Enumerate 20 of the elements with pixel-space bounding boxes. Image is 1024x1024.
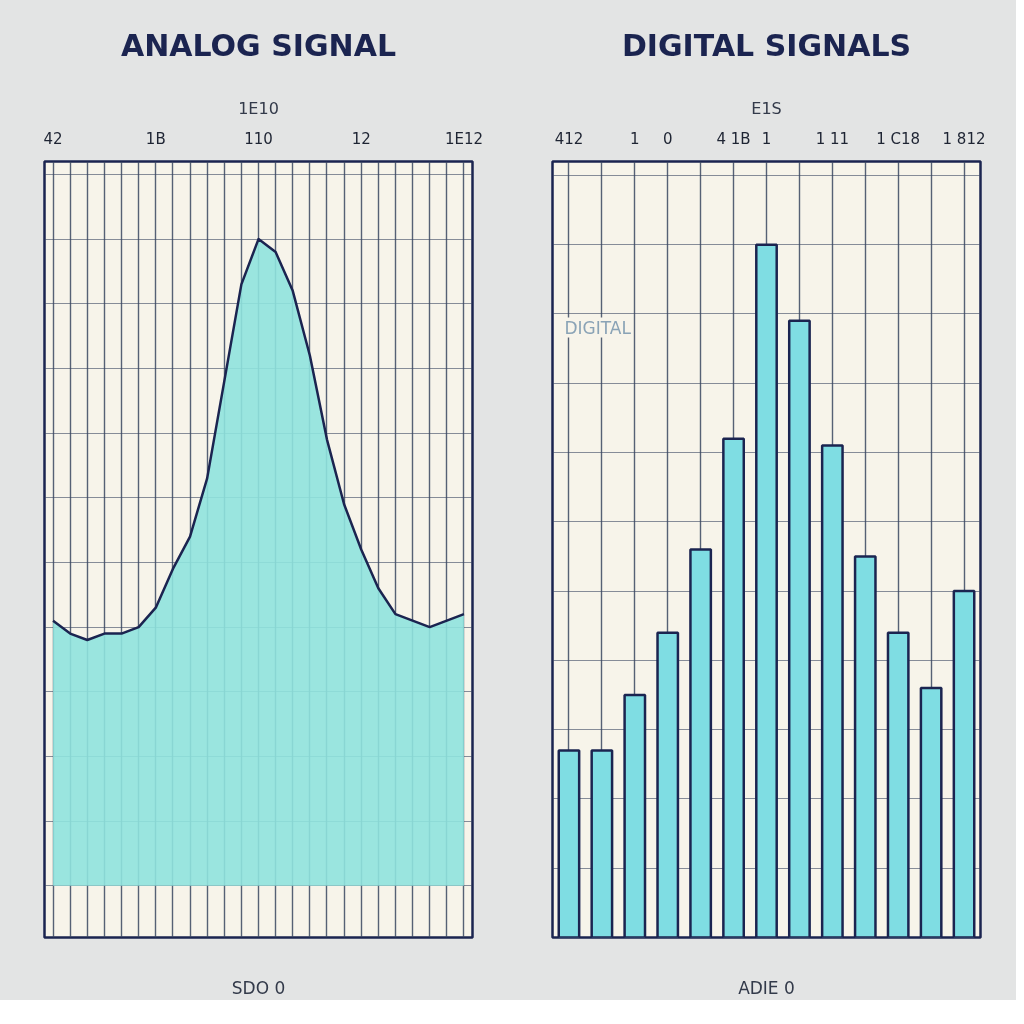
x-axis-title: ADIE 0 [738,977,795,998]
x-tick-label: 0 [662,129,673,148]
x-tick-label: 42 [43,129,63,148]
x-tick-label: 4 1B [716,129,751,148]
x-tick-label: 1 [761,129,772,148]
chart-subtitle: E1S [751,98,782,118]
x-tick-label: 1 11 [815,129,850,148]
chart-title: ANALOG SIGNAL [121,27,396,63]
x-axis-title: SDO 0 [231,977,286,998]
chart-subtitle: 1E10 [238,98,279,118]
x-tick-label: 1 812 [942,129,986,148]
x-tick-label: 1B [145,129,166,148]
x-tick-label: 1 C18 [876,129,921,148]
x-tick-label: 1E12 [444,129,483,148]
annotation: DIGITAL [564,317,632,338]
x-tick-label: 412 [554,129,584,148]
x-tick-label: 110 [244,129,273,148]
chart-title: DIGITAL SIGNALS [621,27,912,63]
x-tick-label: 1 [630,129,640,148]
x-tick-label: 12 [351,129,371,148]
